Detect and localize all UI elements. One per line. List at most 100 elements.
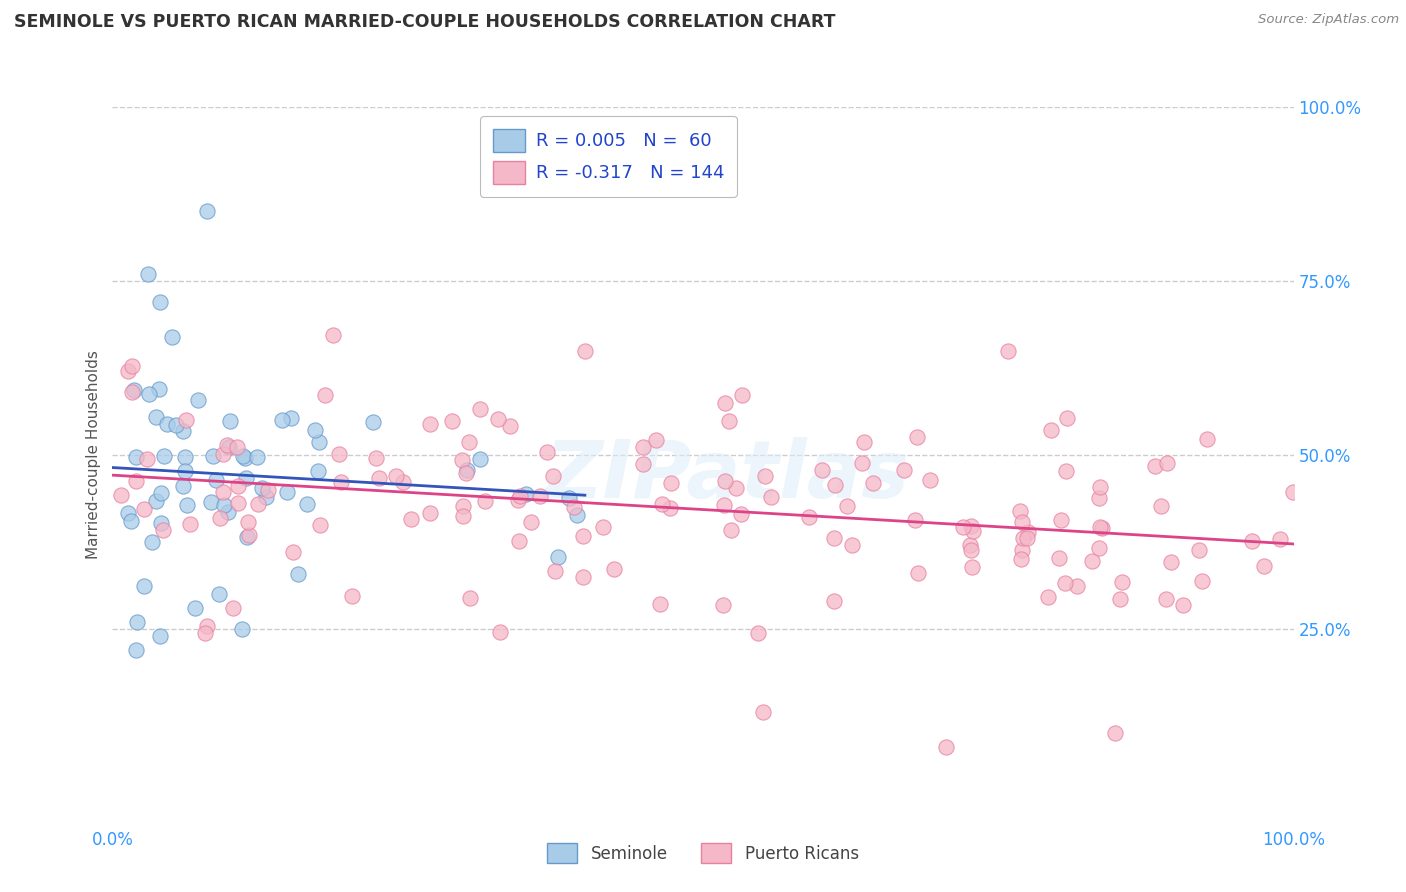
Text: 0.0%: 0.0% bbox=[91, 830, 134, 848]
Point bbox=[367, 470, 389, 484]
Point bbox=[1241, 534, 1264, 549]
Point bbox=[747, 625, 769, 640]
Point bbox=[823, 531, 845, 545]
Point bbox=[1039, 423, 1062, 437]
Point bbox=[201, 449, 224, 463]
Point bbox=[1144, 459, 1167, 474]
Point bbox=[149, 516, 172, 530]
Point bbox=[127, 615, 149, 629]
Point bbox=[451, 499, 474, 513]
Point bbox=[232, 449, 254, 463]
Point bbox=[659, 476, 682, 491]
Point bbox=[194, 625, 217, 640]
Point bbox=[562, 500, 585, 515]
Point bbox=[841, 538, 863, 552]
Point bbox=[231, 622, 253, 636]
Point bbox=[205, 473, 228, 487]
Point bbox=[384, 468, 406, 483]
Point bbox=[1150, 500, 1173, 514]
Point bbox=[1017, 532, 1039, 546]
Point bbox=[152, 524, 174, 538]
Point bbox=[148, 382, 170, 396]
Point bbox=[470, 401, 492, 416]
Point bbox=[1010, 552, 1032, 566]
Legend: Seminole, Puerto Ricans: Seminole, Puerto Ricans bbox=[538, 835, 868, 871]
Point bbox=[754, 469, 776, 483]
Point bbox=[228, 479, 250, 493]
Point bbox=[165, 417, 187, 432]
Point bbox=[920, 473, 942, 487]
Point bbox=[519, 515, 541, 529]
Point bbox=[797, 509, 820, 524]
Point bbox=[174, 464, 197, 478]
Point bbox=[536, 444, 558, 458]
Point bbox=[236, 530, 259, 544]
Point bbox=[997, 343, 1019, 358]
Point bbox=[470, 452, 492, 467]
Point bbox=[1282, 485, 1305, 500]
Point bbox=[217, 505, 239, 519]
Point bbox=[572, 529, 595, 543]
Point bbox=[592, 520, 614, 534]
Point bbox=[392, 475, 415, 490]
Y-axis label: Married-couple Households: Married-couple Households bbox=[86, 351, 101, 559]
Point bbox=[160, 329, 183, 343]
Point bbox=[1156, 456, 1178, 470]
Point bbox=[145, 409, 167, 424]
Point bbox=[574, 343, 596, 358]
Point bbox=[212, 485, 235, 500]
Point bbox=[233, 450, 256, 465]
Point bbox=[486, 412, 509, 426]
Text: SEMINOLE VS PUERTO RICAN MARRIED-COUPLE HOUSEHOLDS CORRELATION CHART: SEMINOLE VS PUERTO RICAN MARRIED-COUPLE … bbox=[14, 13, 835, 31]
Point bbox=[179, 516, 201, 531]
Point bbox=[1047, 551, 1070, 566]
Point bbox=[419, 506, 441, 520]
Point bbox=[1160, 555, 1182, 569]
Point bbox=[304, 423, 326, 437]
Point bbox=[602, 561, 624, 575]
Point bbox=[960, 543, 983, 558]
Point bbox=[456, 466, 478, 480]
Point bbox=[307, 464, 329, 478]
Point bbox=[287, 566, 309, 581]
Point bbox=[960, 518, 983, 533]
Point bbox=[730, 388, 752, 402]
Point bbox=[1188, 543, 1211, 558]
Point bbox=[453, 509, 475, 524]
Point bbox=[547, 550, 569, 565]
Point bbox=[1011, 515, 1033, 529]
Point bbox=[451, 453, 474, 467]
Point bbox=[837, 499, 859, 513]
Point bbox=[145, 494, 167, 508]
Point bbox=[329, 475, 352, 490]
Point bbox=[217, 437, 239, 451]
Point bbox=[725, 481, 748, 495]
Point bbox=[125, 642, 148, 657]
Point bbox=[1056, 410, 1078, 425]
Point bbox=[456, 463, 478, 477]
Point bbox=[361, 415, 384, 429]
Point bbox=[125, 450, 148, 464]
Point bbox=[250, 481, 273, 495]
Point bbox=[565, 508, 588, 522]
Point bbox=[200, 495, 222, 509]
Point bbox=[117, 507, 139, 521]
Point bbox=[419, 417, 441, 431]
Point bbox=[474, 494, 496, 508]
Point bbox=[1191, 574, 1213, 588]
Point bbox=[136, 267, 159, 281]
Point bbox=[149, 629, 172, 643]
Point bbox=[1088, 491, 1111, 505]
Point bbox=[271, 413, 294, 427]
Point bbox=[246, 450, 269, 465]
Point bbox=[208, 587, 231, 601]
Text: Source: ZipAtlas.com: Source: ZipAtlas.com bbox=[1258, 13, 1399, 27]
Point bbox=[117, 363, 139, 377]
Point bbox=[238, 528, 260, 542]
Point bbox=[862, 475, 884, 490]
Point bbox=[134, 502, 156, 516]
Text: ZIPatlas: ZIPatlas bbox=[544, 437, 910, 515]
Point bbox=[153, 449, 176, 463]
Point bbox=[1066, 579, 1088, 593]
Point bbox=[529, 489, 551, 503]
